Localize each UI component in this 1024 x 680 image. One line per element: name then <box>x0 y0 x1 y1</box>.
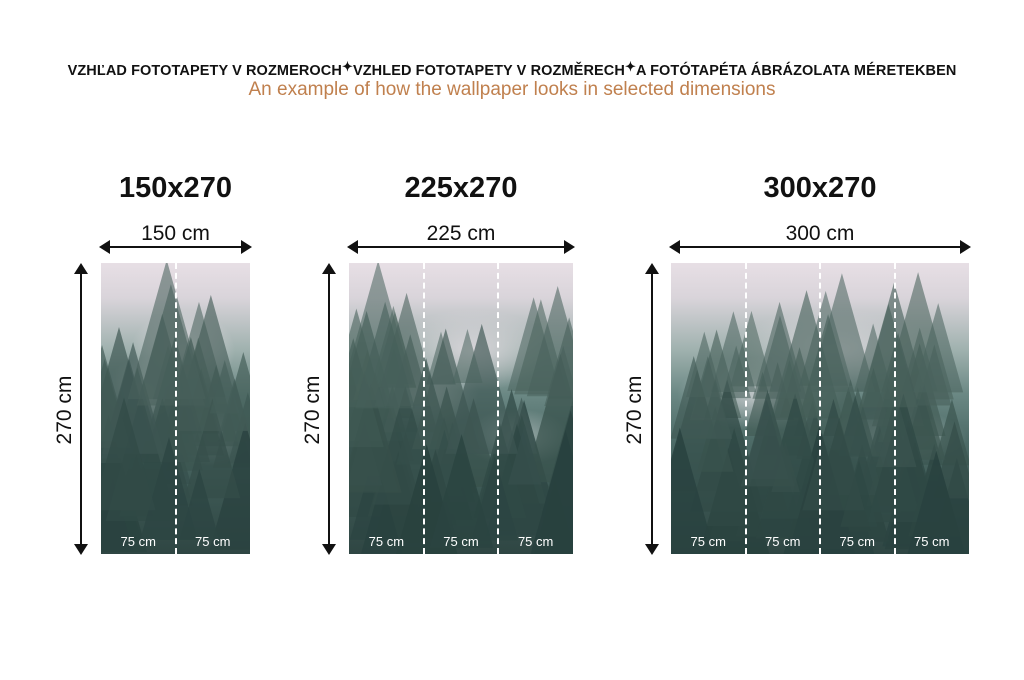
strip-width-label: 75 cm <box>443 534 479 549</box>
height-arrow <box>645 263 659 555</box>
height-label: 270 cm <box>53 375 76 445</box>
height-arrow <box>74 263 88 555</box>
strip-width-label: 75 cm <box>120 534 156 549</box>
header-sk: VZHĽAD FOTOTAPETY V ROZMEROCH <box>67 63 342 79</box>
seam-line <box>497 263 500 554</box>
header-cz: VZHLED FOTOTAPETY V ROZMĚRECH <box>352 63 625 79</box>
header-hu: A FOTÓTAPÉTA ÁBRÁZOLATA MÉRETEKBEN <box>635 63 957 79</box>
width-label: 150 cm <box>141 222 210 245</box>
strip-width-label: 75 cm <box>914 534 950 549</box>
seam-line <box>819 263 821 554</box>
wallpaper-preview: 75 cm 75 cm 75 cm <box>349 263 573 554</box>
height-label: 270 cm <box>623 375 646 445</box>
forest-image <box>671 272 969 554</box>
wallpaper-preview: 75 cm 75 cm <box>101 263 250 554</box>
width-label: 300 cm <box>785 222 855 245</box>
strip-width-label: 75 cm <box>368 534 405 549</box>
strip-width-label: 75 cm <box>517 534 554 549</box>
seam-line <box>422 263 425 554</box>
sparkle-icon: ✦ <box>341 59 353 74</box>
variant-title: 300x270 <box>763 172 877 204</box>
forest-image <box>349 263 573 554</box>
width-arrow <box>99 240 252 254</box>
width-arrow <box>669 240 971 254</box>
wallpaper-preview: 75 cm 75 cm 75 cm 75 cm <box>671 263 969 554</box>
seam-line <box>174 263 177 554</box>
strip-width-label: 75 cm <box>690 534 726 549</box>
strip-width-label: 75 cm <box>839 534 875 549</box>
variant-title: 225x270 <box>404 172 518 204</box>
width-label: 225 cm <box>426 222 496 245</box>
forest-image <box>101 263 250 553</box>
sparkle-icon: ✦ <box>624 59 636 74</box>
header-subtitle: An example of how the wallpaper looks in… <box>248 79 776 100</box>
seam-line <box>744 263 747 554</box>
strip-width-label: 75 cm <box>195 534 231 549</box>
height-label: 270 cm <box>301 375 324 445</box>
strip-width-label: 75 cm <box>765 534 801 549</box>
seam-line <box>893 263 896 554</box>
width-arrow <box>347 240 575 254</box>
height-arrow <box>322 263 336 555</box>
variant-title: 150x270 <box>119 172 232 204</box>
header-languages: VZHĽAD FOTOTAPETY V ROZMEROCH✦VZHLED FOT… <box>0 59 1024 79</box>
